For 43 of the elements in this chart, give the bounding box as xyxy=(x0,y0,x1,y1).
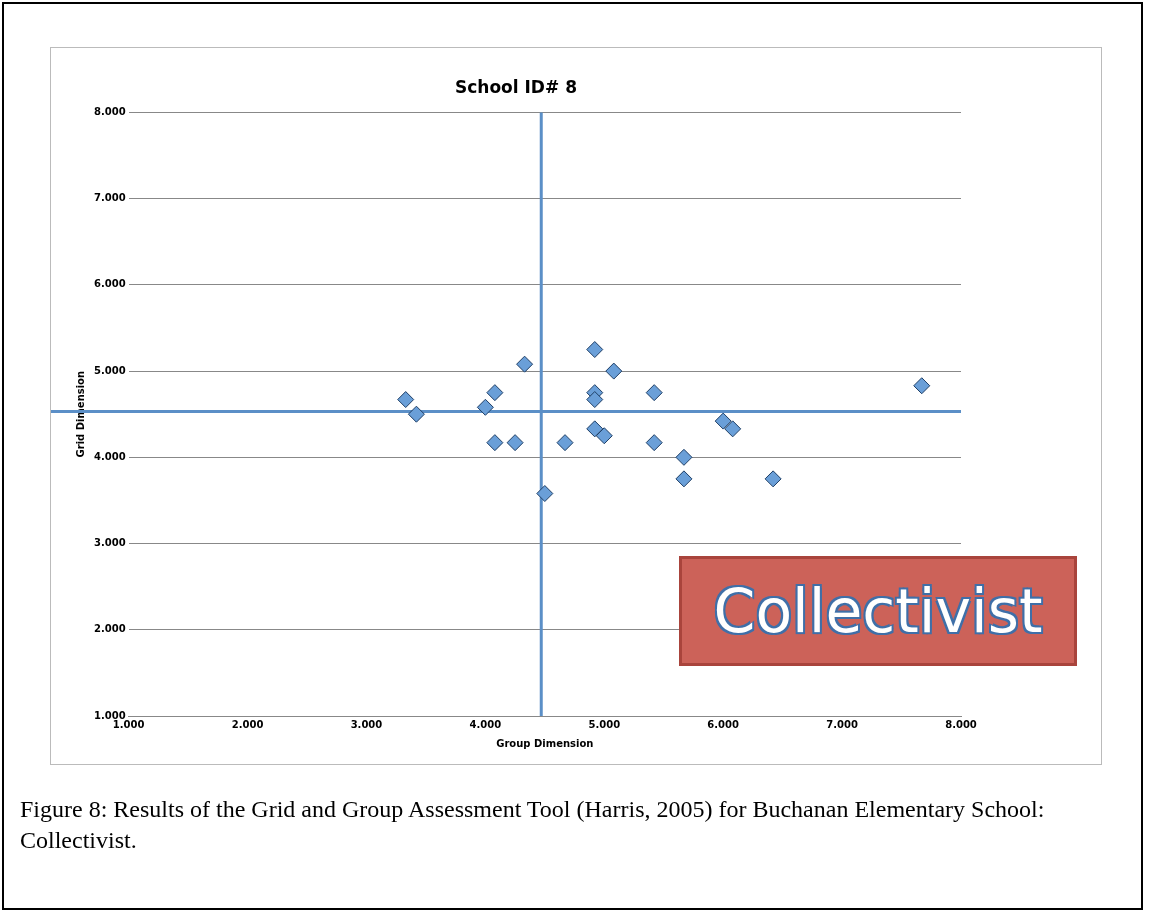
x-tick-label: 4.000 xyxy=(469,718,502,730)
point xyxy=(645,384,663,402)
point xyxy=(486,434,504,452)
point xyxy=(714,412,732,430)
point xyxy=(595,427,613,445)
point xyxy=(913,377,931,395)
point xyxy=(675,470,693,488)
y-axis-title: Grid Dimension xyxy=(74,370,86,458)
y-tick-label: 4.000 xyxy=(93,450,126,462)
point xyxy=(586,391,604,409)
x-tick-label: 1.000 xyxy=(112,718,145,730)
caption: Figure 8: Results of the Grid and Group Assessment Tool (Harris, 2005) for Buchanan Elementary School: Collectivist. xyxy=(20,795,1046,855)
point xyxy=(536,485,554,503)
y-tick-label: 7.000 xyxy=(93,192,126,204)
point xyxy=(724,420,742,438)
x-tick-label: 3.000 xyxy=(350,718,383,730)
annotation: Collectivist xyxy=(679,556,1077,666)
x-tick-label: 7.000 xyxy=(826,718,858,730)
point xyxy=(675,448,693,466)
y-tick-label: 2.000 xyxy=(93,623,126,635)
point xyxy=(586,420,604,438)
x-tick-label: 5.000 xyxy=(588,718,621,730)
point xyxy=(397,391,415,409)
point xyxy=(764,470,782,488)
point xyxy=(605,362,623,380)
y-tick-label: 8.000 xyxy=(93,105,126,117)
point xyxy=(586,341,604,359)
x-tick-label: 2.000 xyxy=(231,718,264,730)
point xyxy=(506,434,524,452)
point xyxy=(476,398,494,416)
x-tick-label: 6.000 xyxy=(707,718,740,730)
x-axis-title: Group Dimension xyxy=(496,737,594,749)
x-tick-label: 8.000 xyxy=(945,718,977,730)
point xyxy=(645,434,663,452)
point xyxy=(556,434,574,452)
point xyxy=(516,355,534,373)
point xyxy=(486,384,504,402)
y-tick-label: 3.000 xyxy=(93,537,126,549)
y-tick-label: 5.000 xyxy=(93,364,126,376)
y-tick-label: 6.000 xyxy=(93,278,126,290)
chart-title: School ID# 8 xyxy=(455,76,577,97)
point xyxy=(407,405,425,423)
y-tick-label: 1.000 xyxy=(93,709,126,721)
